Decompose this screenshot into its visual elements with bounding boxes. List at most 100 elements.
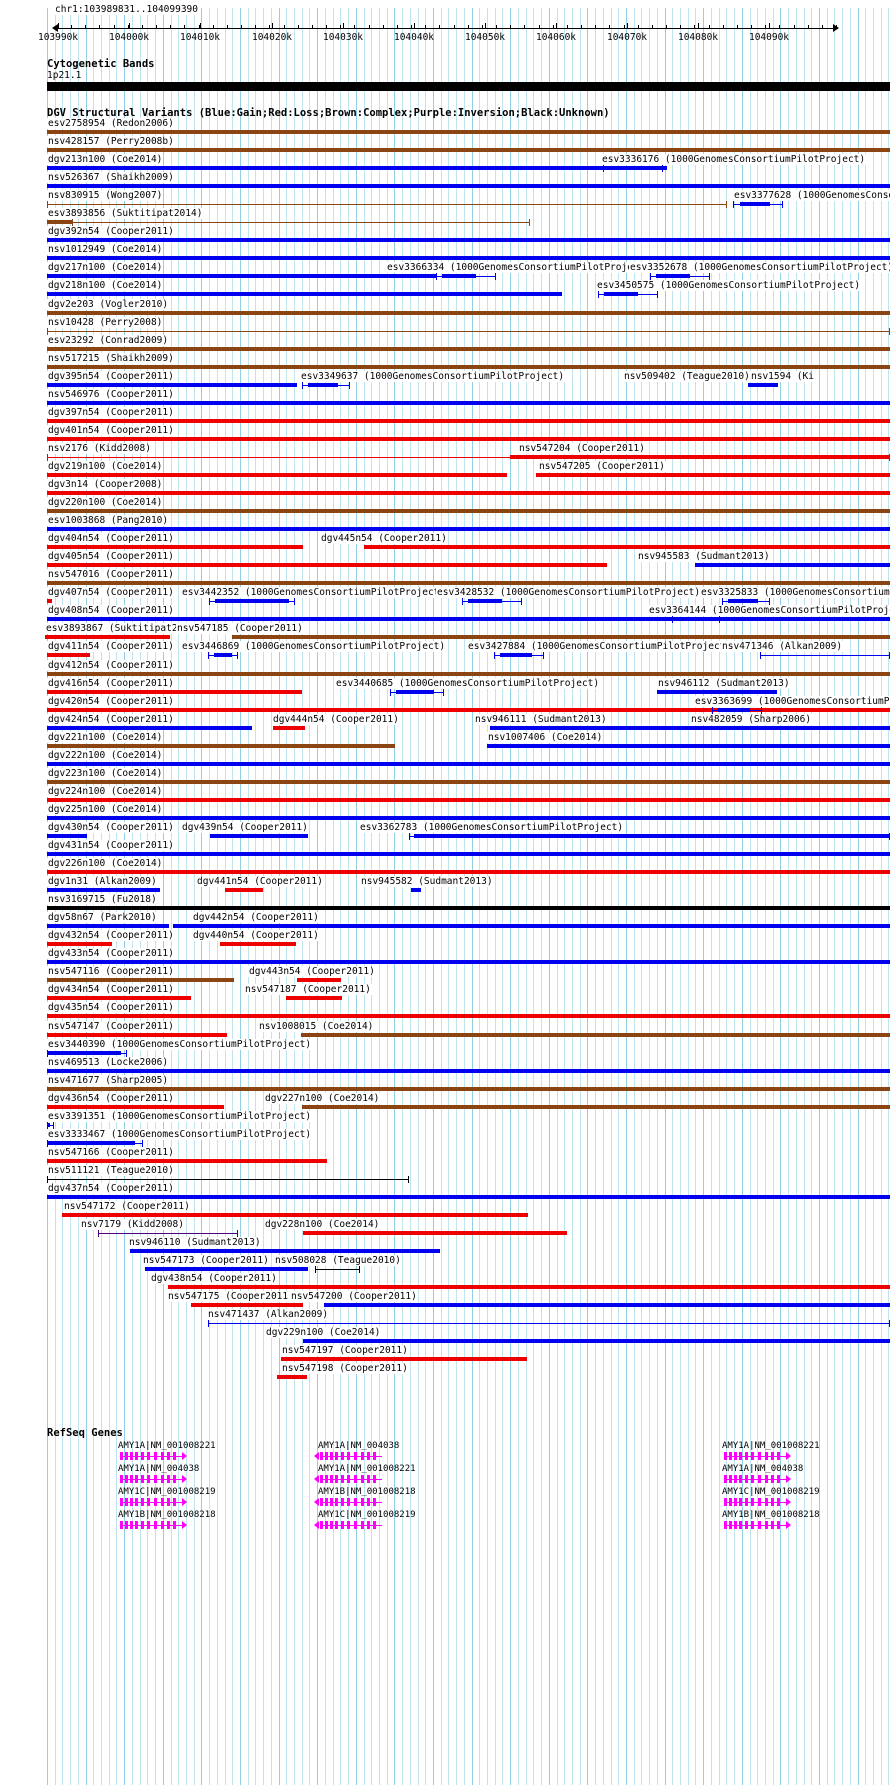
dgv-feature-bar[interactable]	[414, 833, 890, 838]
dgv-feature-bar[interactable]	[191, 1303, 303, 1308]
gene-exon[interactable]	[167, 1452, 170, 1460]
dgv-feature-bar[interactable]	[303, 1339, 890, 1344]
gene-exon[interactable]	[154, 1521, 157, 1529]
gene-exon[interactable]	[147, 1475, 150, 1483]
dgv-feature-bar[interactable]	[442, 274, 476, 279]
gene-exon[interactable]	[729, 1498, 732, 1506]
dgv-feature-bar[interactable]	[47, 852, 890, 856]
gene-exon[interactable]	[354, 1452, 357, 1460]
gene-exon[interactable]	[734, 1498, 737, 1506]
dgv-feature-bar[interactable]	[728, 599, 758, 604]
dgv-feature-bar[interactable]	[168, 1285, 890, 1290]
dgv-feature-line[interactable]	[47, 1124, 54, 1126]
dgv-feature-bar[interactable]	[510, 454, 890, 459]
gene-exon[interactable]	[739, 1475, 742, 1483]
gene-exon[interactable]	[154, 1475, 157, 1483]
gene-exon[interactable]	[320, 1521, 323, 1529]
dgv-feature-bar[interactable]	[47, 797, 890, 802]
dgv-feature-bar[interactable]	[47, 1050, 121, 1055]
dgv-feature-bar[interactable]	[47, 599, 52, 604]
dgv-feature-line[interactable]	[760, 655, 890, 657]
gene-exon[interactable]	[147, 1452, 150, 1460]
gene-exon[interactable]	[325, 1498, 328, 1506]
dgv-feature-bar[interactable]	[47, 1122, 50, 1127]
gene-exon[interactable]	[373, 1452, 376, 1460]
dgv-feature-bar[interactable]	[47, 870, 890, 875]
gene-exon[interactable]	[777, 1498, 780, 1506]
gene-exon[interactable]	[361, 1498, 364, 1506]
dgv-feature-bar[interactable]	[396, 689, 434, 694]
dgv-feature-bar[interactable]	[324, 1303, 890, 1308]
dgv-feature-bar[interactable]	[47, 382, 297, 387]
gene-exon[interactable]	[154, 1452, 157, 1460]
gene-exon[interactable]	[147, 1521, 150, 1529]
dgv-feature-bar[interactable]	[47, 184, 890, 189]
gene-exon[interactable]	[347, 1498, 350, 1506]
gene-exon[interactable]	[320, 1475, 323, 1483]
dgv-feature-bar[interactable]	[657, 689, 777, 694]
gene-exon[interactable]	[335, 1475, 338, 1483]
gene-exon[interactable]	[141, 1498, 144, 1506]
gene-exon[interactable]	[173, 1521, 176, 1529]
gene-exon[interactable]	[758, 1475, 761, 1483]
dgv-feature-bar[interactable]	[47, 1068, 890, 1073]
gene-exon[interactable]	[341, 1452, 344, 1460]
dgv-feature-bar[interactable]	[47, 815, 890, 820]
dgv-feature-bar[interactable]	[47, 725, 252, 730]
dgv-feature-bar[interactable]	[47, 1104, 224, 1109]
dgv-feature-bar[interactable]	[47, 238, 890, 243]
gene-exon[interactable]	[161, 1521, 164, 1529]
dgv-feature-bar[interactable]	[609, 166, 643, 171]
dgv-feature-line[interactable]	[72, 222, 530, 224]
gene-exon[interactable]	[335, 1521, 338, 1529]
dgv-feature-bar[interactable]	[47, 743, 395, 748]
dgv-feature-bar[interactable]	[45, 635, 170, 640]
gene-exon[interactable]	[341, 1498, 344, 1506]
gene-exon[interactable]	[777, 1475, 780, 1483]
dgv-feature-bar[interactable]	[47, 292, 562, 297]
gene-exon[interactable]	[729, 1452, 732, 1460]
dgv-feature-bar[interactable]	[277, 1375, 307, 1380]
dgv-feature-bar[interactable]	[47, 833, 87, 838]
dgv-feature-bar[interactable]	[47, 978, 234, 983]
dgv-feature-bar[interactable]	[500, 653, 532, 658]
gene-exon[interactable]	[765, 1452, 768, 1460]
dgv-feature-bar[interactable]	[214, 653, 232, 658]
dgv-feature-bar[interactable]	[47, 346, 890, 351]
gene-exon[interactable]	[147, 1498, 150, 1506]
dgv-feature-line[interactable]	[98, 1233, 238, 1235]
dgv-feature-bar[interactable]	[47, 545, 303, 550]
dgv-feature-bar[interactable]	[47, 1158, 327, 1163]
gene-exon[interactable]	[173, 1498, 176, 1506]
gene-exon[interactable]	[330, 1521, 333, 1529]
gene-exon[interactable]	[320, 1452, 323, 1460]
dgv-feature-bar[interactable]	[47, 472, 507, 477]
gene-exon[interactable]	[335, 1498, 338, 1506]
gene-exon[interactable]	[167, 1498, 170, 1506]
gene-exon[interactable]	[120, 1498, 123, 1506]
gene-exon[interactable]	[330, 1452, 333, 1460]
dgv-feature-bar[interactable]	[47, 888, 160, 893]
dgv-feature-line[interactable]	[315, 1269, 360, 1271]
dgv-feature-bar[interactable]	[364, 545, 890, 550]
dgv-feature-line[interactable]	[47, 204, 727, 206]
dgv-feature-bar[interactable]	[47, 960, 890, 965]
gene-exon[interactable]	[135, 1521, 138, 1529]
dgv-feature-bar[interactable]	[47, 761, 890, 766]
gene-exon[interactable]	[135, 1475, 138, 1483]
gene-exon[interactable]	[745, 1452, 748, 1460]
dgv-feature-bar[interactable]	[47, 1032, 227, 1037]
gene-exon[interactable]	[361, 1452, 364, 1460]
dgv-feature-line[interactable]	[47, 330, 890, 332]
gene-exon[interactable]	[739, 1452, 742, 1460]
dgv-feature-bar[interactable]	[130, 1249, 440, 1254]
gene-exon[interactable]	[325, 1475, 328, 1483]
gene-exon[interactable]	[734, 1521, 737, 1529]
gene-exon[interactable]	[724, 1521, 727, 1529]
gene-exon[interactable]	[367, 1521, 370, 1529]
gene-exon[interactable]	[141, 1452, 144, 1460]
dgv-feature-line[interactable]	[47, 456, 890, 458]
gene-exon[interactable]	[361, 1475, 364, 1483]
dgv-feature-bar[interactable]	[47, 130, 890, 134]
gene-exon[interactable]	[161, 1475, 164, 1483]
